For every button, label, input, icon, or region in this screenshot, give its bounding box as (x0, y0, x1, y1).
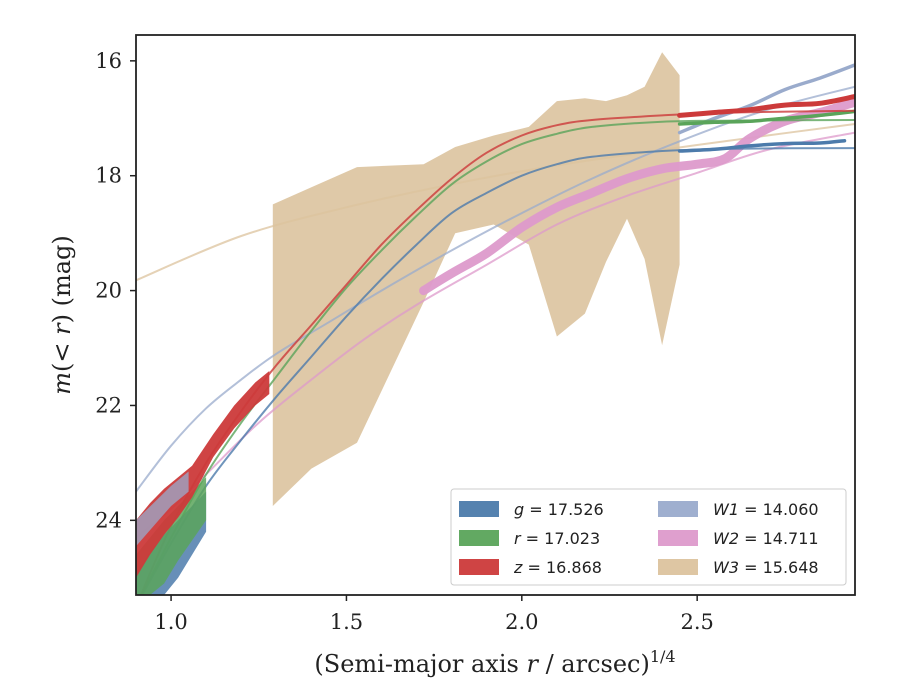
legend: g = 17.526 r = 17.023 z = 16.868 W1 = 14.06… (450, 488, 847, 586)
series-w3-band-0 (272, 52, 680, 506)
plot-frame (135, 34, 856, 596)
series-r-data-9 (677, 109, 855, 126)
legend-swatch-g (459, 501, 499, 517)
series-g-data-7 (677, 138, 847, 153)
y-tick-label: 20 (95, 279, 122, 303)
legend-swatch-w2 (658, 530, 698, 546)
legend-label-g: g = 17.526 (514, 500, 604, 519)
y-axis-title: mm((< r) (mag) (48, 235, 76, 395)
legend-swatch-z (459, 559, 499, 575)
x-tick-label: 2.5 (680, 610, 713, 634)
series-w2-model-4 (136, 131, 855, 539)
legend-swatch-w3 (658, 559, 698, 575)
x-axis-title: (Semi-major axis r / arcsec)1/4 (314, 647, 675, 678)
y-tick-label: 24 (95, 508, 122, 532)
series-w1-band-15 (136, 471, 189, 547)
legend-label-w2: W2 = 14.711 (713, 529, 819, 548)
legend-swatch-w1 (658, 501, 698, 517)
legend-swatch-r (459, 530, 499, 546)
y-tick-label: 18 (95, 164, 122, 188)
legend-label-w3: W3 = 15.648 (713, 558, 819, 577)
series-w1-model-2 (136, 85, 855, 493)
series-z-band-14 (136, 371, 270, 578)
series-w1-data-3 (677, 63, 855, 135)
series-r-band-13 (136, 477, 207, 595)
legend-label-z: z = 16.868 (513, 558, 602, 577)
legend-label-r: r = 17.023 (514, 529, 600, 548)
x-tick-label: 2.0 (505, 610, 538, 634)
x-tick-label: 1.5 (330, 610, 363, 634)
y-tick-label: 16 (95, 49, 122, 73)
legend-label-w1: W1 = 14.060 (713, 500, 819, 519)
axes: 1.0 1.5 2.0 2.5 16 18 20 22 24 (95, 49, 714, 634)
series-w2-data-5 (419, 97, 855, 296)
series-z-data-11 (677, 94, 855, 118)
x-tick-label: 1.0 (154, 610, 187, 634)
legend-box (450, 488, 847, 586)
y-tick-label: 22 (95, 393, 122, 417)
series-g-model-6 (141, 147, 855, 595)
plot-area (136, 52, 855, 595)
series-r-model-8 (140, 119, 855, 595)
